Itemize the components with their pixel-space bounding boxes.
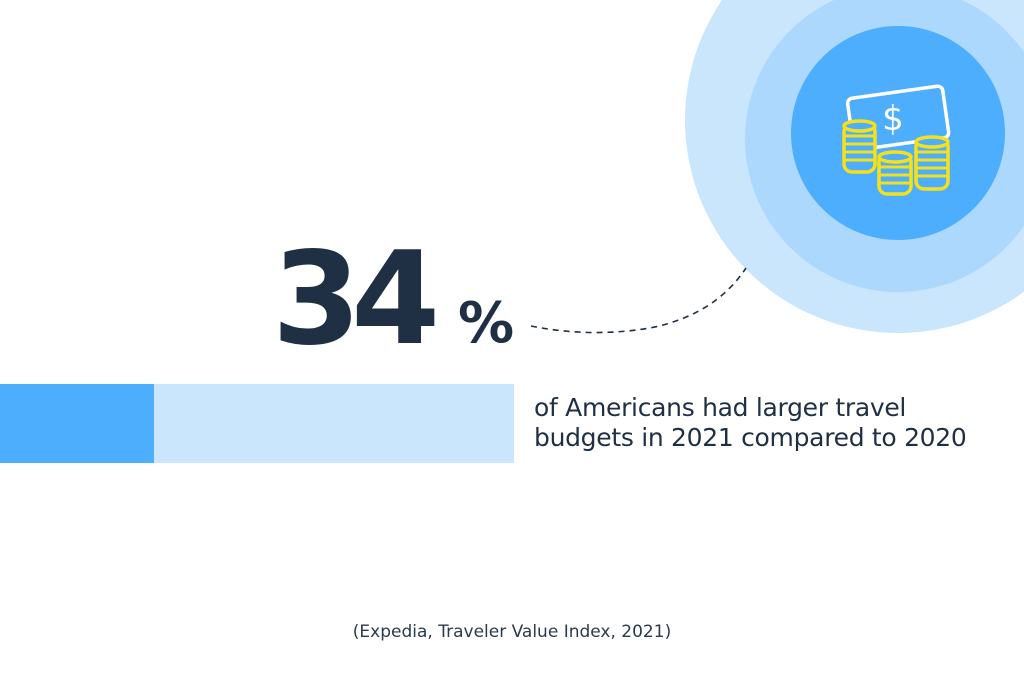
money-bill-and-coins-icon: $ [838, 82, 956, 198]
stat-unit: % [458, 291, 515, 356]
dollar-sign-icon: $ [882, 99, 904, 139]
icon-circle [791, 26, 1005, 240]
progress-bar [0, 384, 514, 463]
stat-description: of Americans had larger travel budgets i… [534, 393, 1014, 453]
description-line-1: of Americans had larger travel [534, 393, 907, 422]
progress-bar-fill [0, 384, 155, 463]
stat-value: 34 [272, 225, 440, 374]
description-line-2: budgets in 2021 compared to 2020 [534, 423, 967, 452]
source-citation: (Expedia, Traveler Value Index, 2021) [352, 622, 672, 642]
